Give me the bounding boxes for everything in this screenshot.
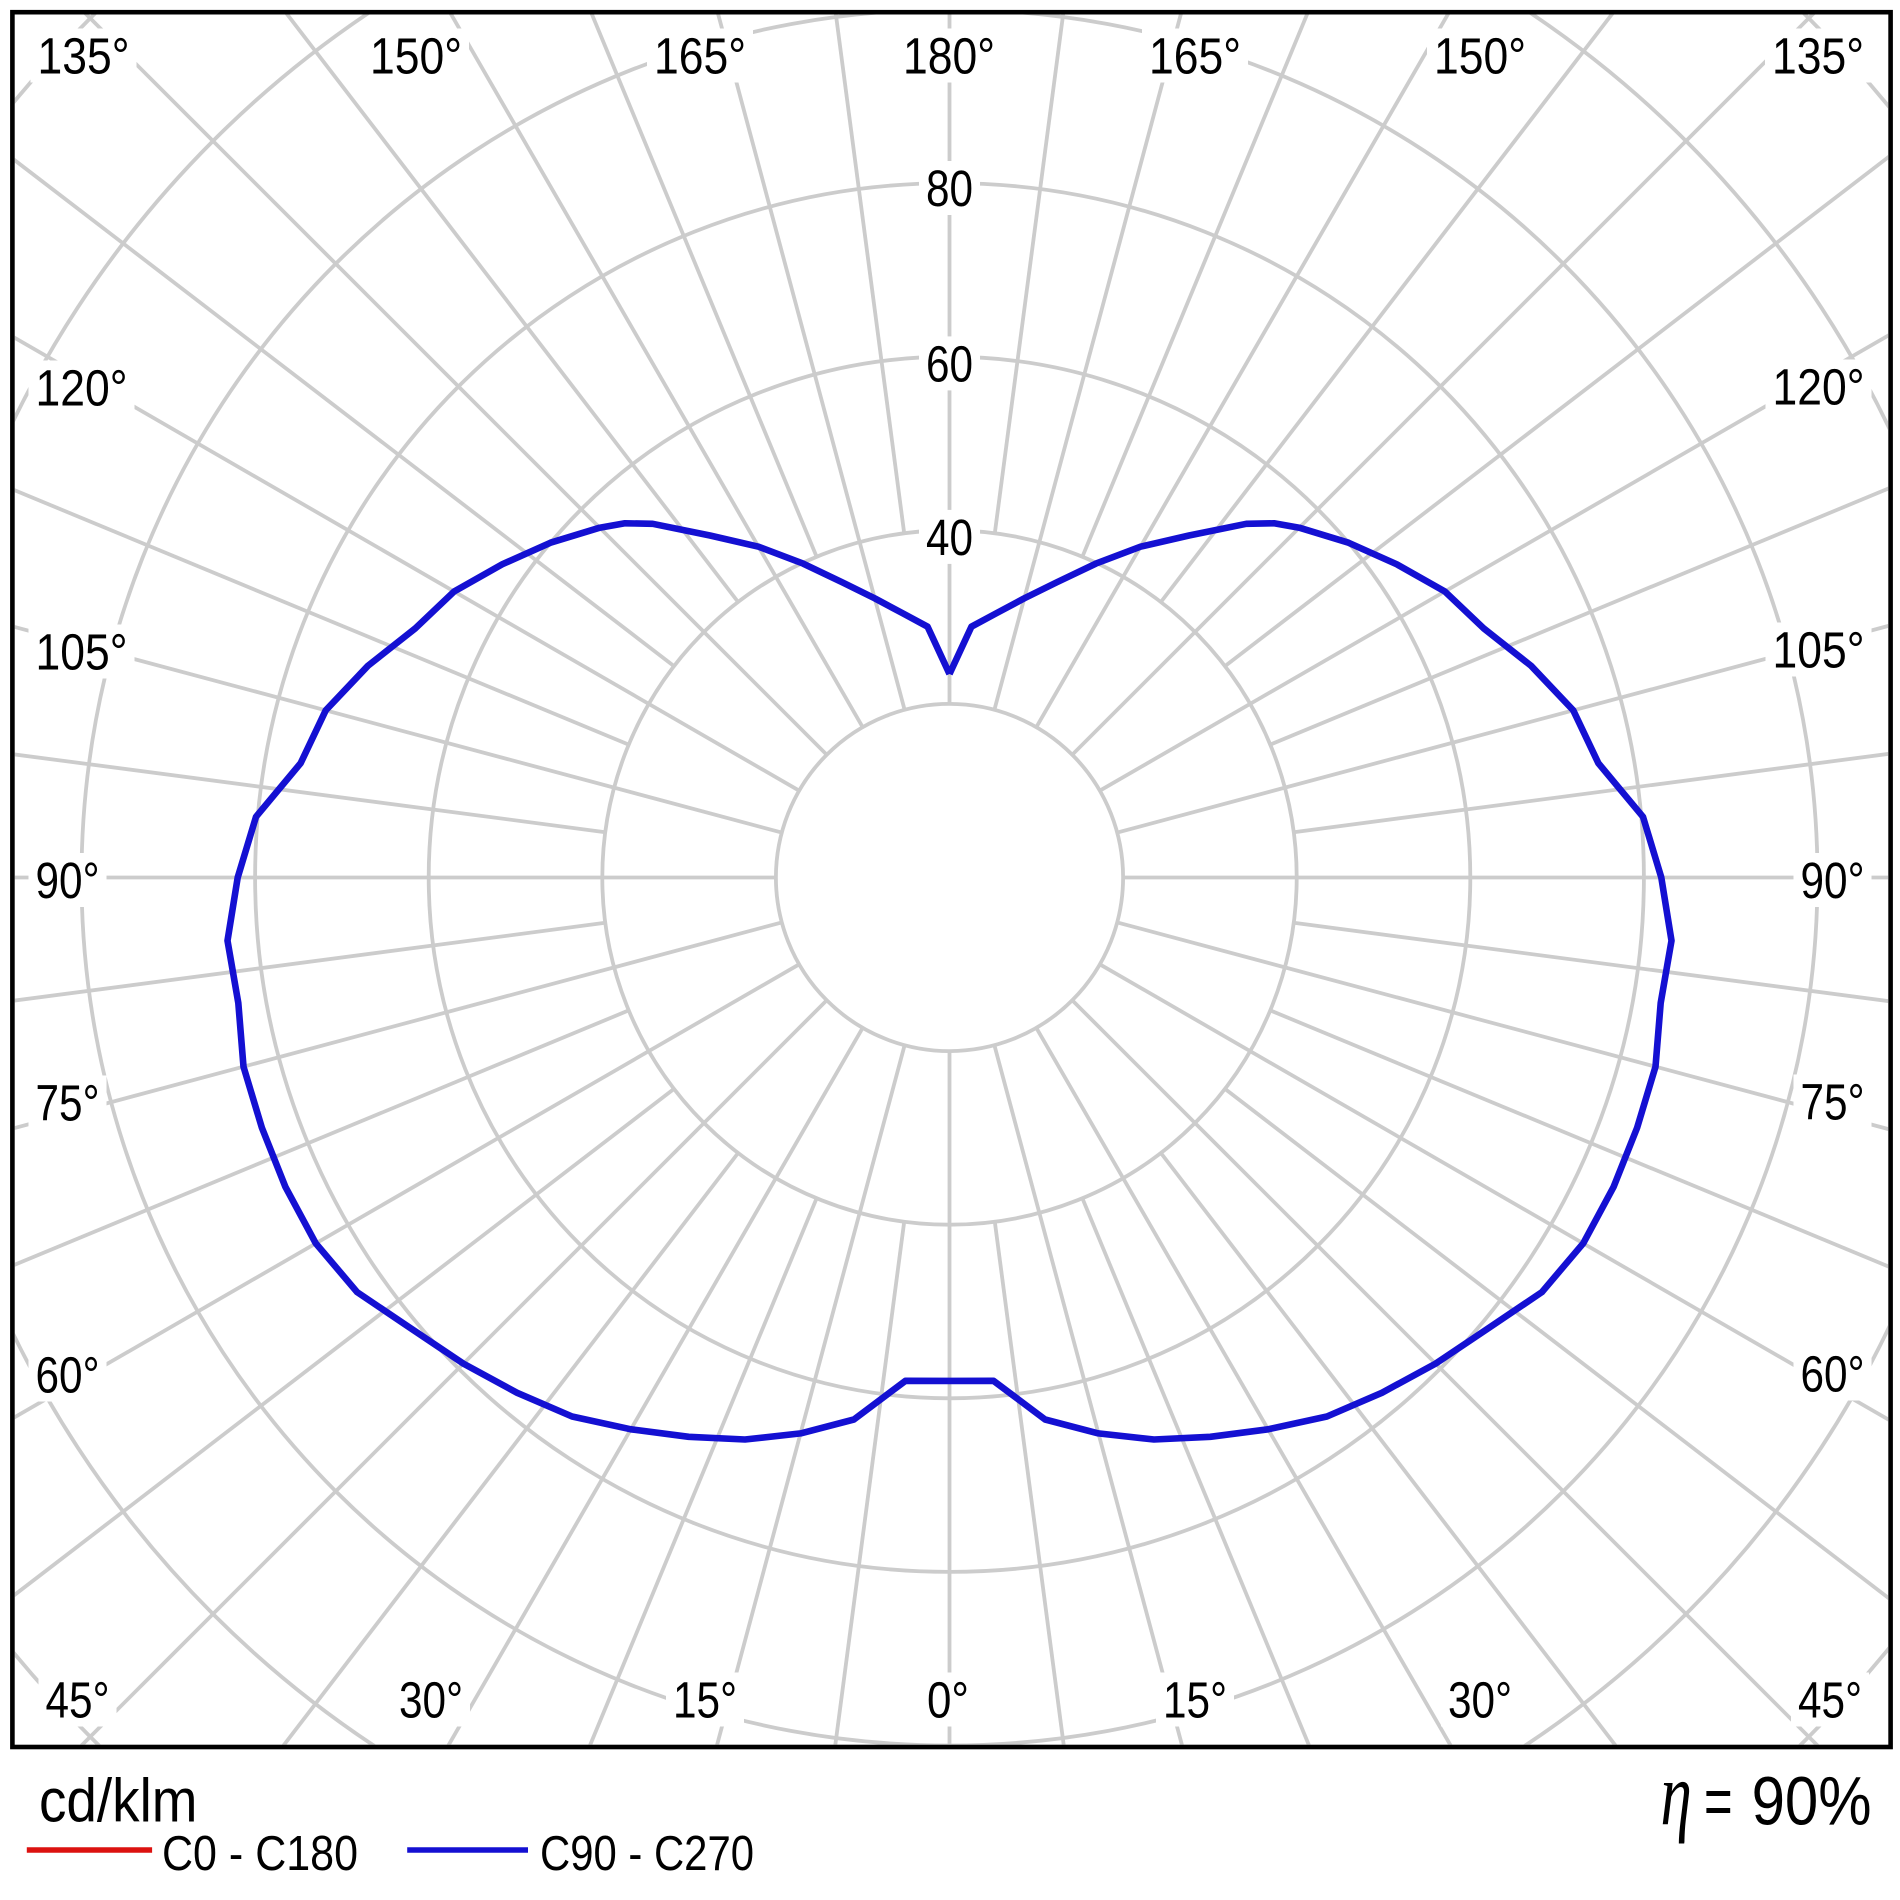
svg-text:90°: 90° (36, 852, 100, 909)
svg-text:90°: 90° (1801, 852, 1865, 909)
svg-text:45°: 45° (1798, 1672, 1862, 1729)
svg-text:60°: 60° (1801, 1346, 1865, 1403)
svg-text:150°: 150° (1434, 28, 1526, 85)
svg-text:40: 40 (926, 509, 973, 566)
svg-text:165°: 165° (654, 28, 746, 85)
svg-text:135°: 135° (1772, 28, 1864, 85)
svg-text:90%: 90% (1752, 1763, 1872, 1840)
svg-text:105°: 105° (36, 624, 128, 681)
svg-text:15°: 15° (1163, 1672, 1227, 1729)
svg-text:η: η (1661, 1745, 1692, 1845)
svg-text:150°: 150° (370, 28, 462, 85)
svg-text:165°: 165° (1149, 28, 1241, 85)
svg-text:75°: 75° (1801, 1074, 1865, 1131)
svg-text:45°: 45° (46, 1672, 110, 1729)
svg-text:80: 80 (926, 160, 973, 217)
svg-text:105°: 105° (1773, 622, 1865, 679)
svg-text:60: 60 (926, 335, 973, 392)
svg-text:120°: 120° (1773, 359, 1865, 416)
svg-text:180°: 180° (903, 28, 995, 85)
svg-text:135°: 135° (38, 28, 130, 85)
svg-text:120°: 120° (36, 360, 128, 417)
svg-text:30°: 30° (1448, 1672, 1512, 1729)
svg-text:60°: 60° (36, 1347, 100, 1404)
svg-text:=: = (1704, 1763, 1733, 1840)
svg-text:30°: 30° (399, 1672, 463, 1729)
svg-text:C90 - C270: C90 - C270 (540, 1827, 754, 1881)
svg-text:0°: 0° (927, 1672, 969, 1729)
svg-text:15°: 15° (673, 1672, 737, 1729)
svg-text:C0 - C180: C0 - C180 (162, 1827, 358, 1881)
svg-text:75°: 75° (36, 1075, 100, 1132)
svg-text:cd/klm: cd/klm (39, 1766, 198, 1834)
